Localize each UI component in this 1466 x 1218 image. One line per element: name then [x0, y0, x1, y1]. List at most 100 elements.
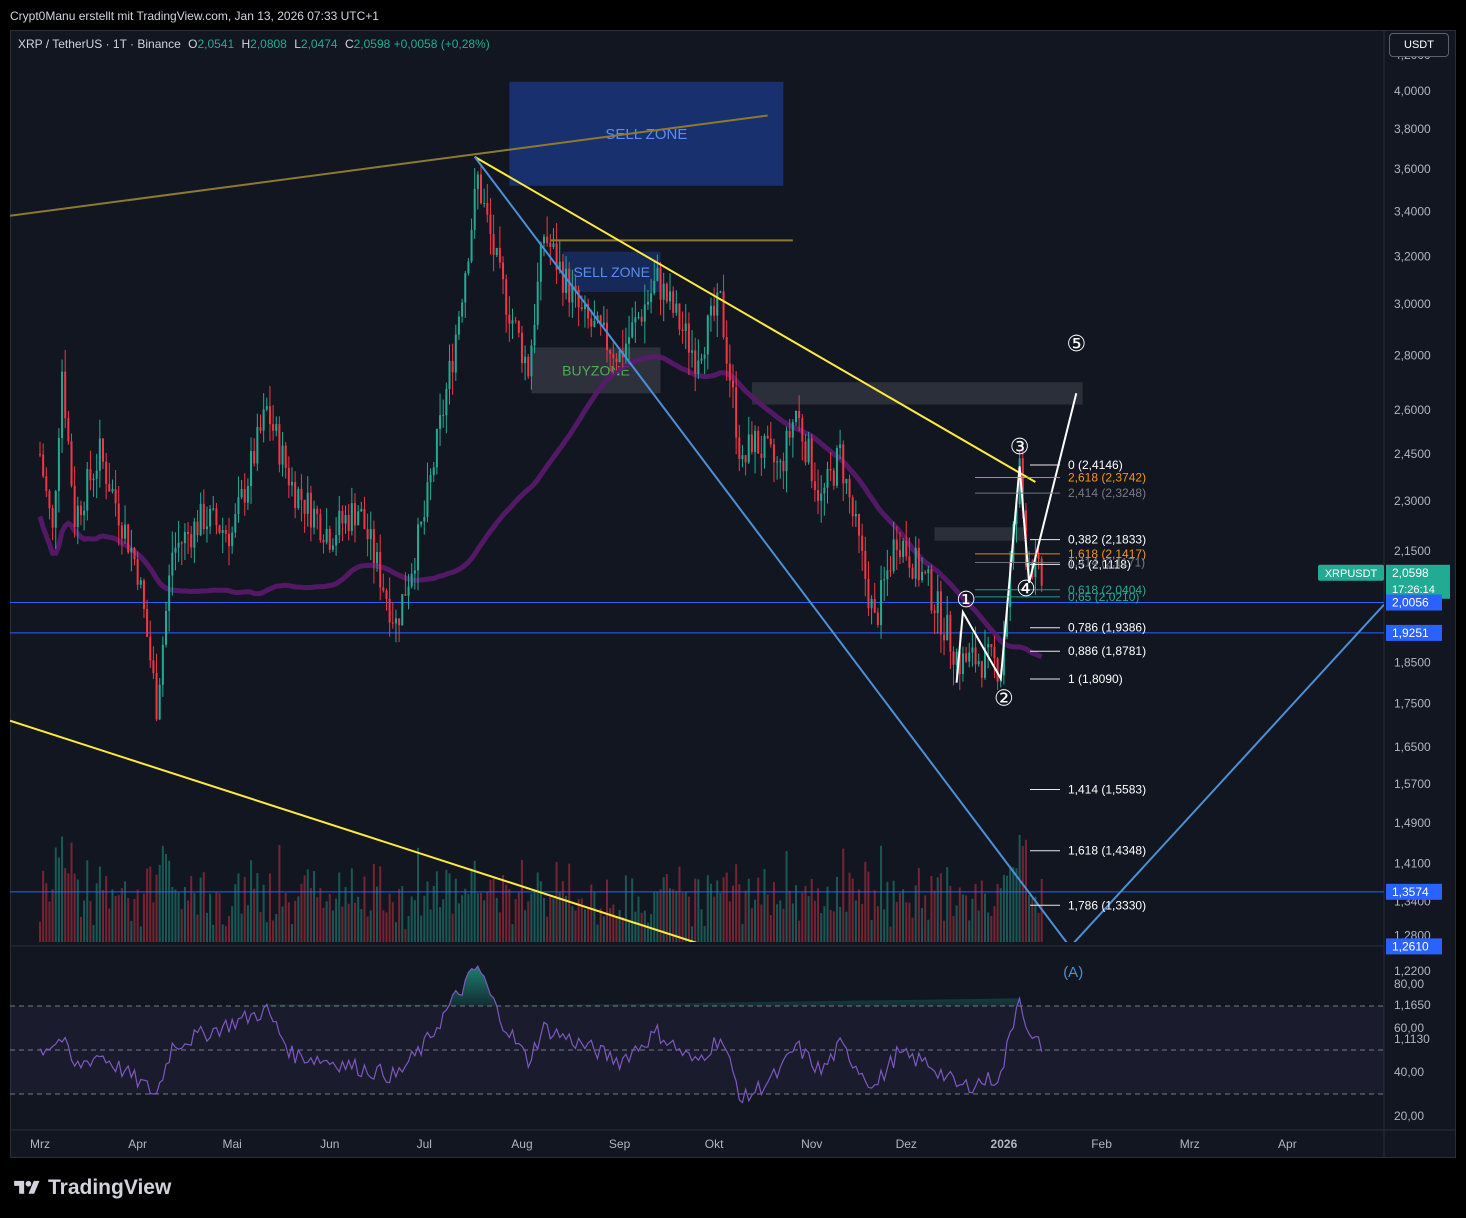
- candle-body: [108, 483, 111, 492]
- volume-bar: [876, 906, 879, 942]
- candle: [470, 218, 473, 264]
- candle-body: [196, 521, 199, 536]
- candle: [615, 353, 618, 371]
- volume-bar: [155, 874, 158, 942]
- volume-bar: [895, 902, 898, 942]
- volume-bar: [968, 920, 971, 942]
- volume-bar: [574, 910, 577, 942]
- candle-body: [435, 428, 438, 468]
- candle: [89, 450, 92, 491]
- candle-body: [631, 322, 634, 338]
- candle: [218, 524, 221, 535]
- candle: [146, 599, 149, 638]
- volume-bar: [243, 877, 246, 942]
- volume-bar: [530, 893, 533, 942]
- candle: [691, 330, 694, 368]
- price-label-box: [1386, 594, 1442, 611]
- candle: [48, 489, 51, 520]
- candle-body: [234, 514, 237, 533]
- volume-bar: [536, 872, 539, 942]
- candle-body: [952, 651, 955, 665]
- candle-body: [779, 461, 782, 463]
- candle-body: [772, 444, 775, 463]
- candle-body: [1002, 636, 1005, 676]
- candle-body: [369, 529, 372, 540]
- rsi-tick-label: 60,00: [1394, 1021, 1424, 1035]
- candle: [892, 521, 895, 574]
- candle-body: [609, 350, 612, 354]
- volume-bar: [297, 896, 300, 942]
- candle-body: [262, 409, 265, 431]
- candle: [322, 534, 325, 554]
- candle: [568, 262, 571, 317]
- candle: [331, 538, 334, 552]
- candle-body: [287, 467, 290, 486]
- volume-bar: [174, 889, 177, 942]
- y-tick-label: 1,5700: [1394, 777, 1431, 791]
- candle-body: [791, 422, 794, 438]
- candle-body: [316, 508, 319, 515]
- candle-body: [549, 243, 552, 248]
- volume-bar: [924, 895, 927, 942]
- tradingview-brand[interactable]: TradingView: [12, 1176, 171, 1200]
- candle-body: [259, 427, 262, 431]
- candle-body: [83, 510, 86, 516]
- candle: [596, 311, 599, 324]
- candle: [316, 505, 319, 530]
- volume-bars: [39, 834, 1043, 942]
- volume-bar: [142, 893, 145, 942]
- volume-bar: [429, 909, 432, 942]
- volume-bar: [54, 847, 57, 942]
- volume-bar: [152, 902, 155, 942]
- candle: [98, 419, 101, 488]
- volume-bar: [102, 890, 104, 942]
- candle-body: [735, 387, 738, 438]
- volume-bar: [571, 906, 574, 942]
- volume-bar: [719, 893, 722, 942]
- volume-bar: [524, 910, 527, 942]
- volume-bar: [89, 901, 92, 942]
- zone-box: [531, 347, 661, 394]
- candle: [820, 475, 823, 523]
- candle: [653, 260, 656, 296]
- candle: [886, 549, 889, 596]
- candle: [933, 604, 936, 635]
- candle: [259, 414, 262, 434]
- candle: [357, 505, 360, 526]
- candle-body: [968, 652, 971, 662]
- candle-body: [561, 261, 564, 293]
- candle: [640, 309, 643, 326]
- candle: [483, 188, 486, 208]
- candle: [612, 341, 615, 374]
- volume-bar: [902, 889, 905, 942]
- candle: [51, 504, 54, 541]
- candle-body: [700, 358, 703, 361]
- volume-bar: [728, 901, 731, 942]
- candle: [360, 501, 363, 512]
- volume-bar: [996, 883, 999, 942]
- volume-bar: [678, 866, 681, 942]
- resistance-box: [751, 382, 1083, 405]
- candle: [391, 601, 394, 629]
- candle: [404, 572, 407, 597]
- candle-body: [313, 508, 316, 528]
- price-label-text: 1,9251: [1392, 626, 1429, 640]
- candle-body: [404, 594, 407, 596]
- candle: [420, 521, 423, 528]
- candle-body: [394, 618, 397, 624]
- rsi-tick-label: 20,00: [1394, 1109, 1424, 1123]
- candle: [224, 525, 227, 543]
- candle: [848, 474, 851, 514]
- candle-body: [593, 320, 596, 327]
- currency-button[interactable]: USDT: [1389, 33, 1449, 57]
- candle-body: [804, 441, 807, 463]
- volume-bar: [454, 878, 457, 942]
- candle-body: [596, 315, 599, 321]
- volume-bar: [788, 890, 791, 942]
- candle-body: [628, 337, 631, 344]
- volume-bar: [848, 872, 851, 942]
- volume-bar: [599, 908, 602, 942]
- candle-body: [1034, 555, 1037, 578]
- volume-bar: [637, 896, 640, 942]
